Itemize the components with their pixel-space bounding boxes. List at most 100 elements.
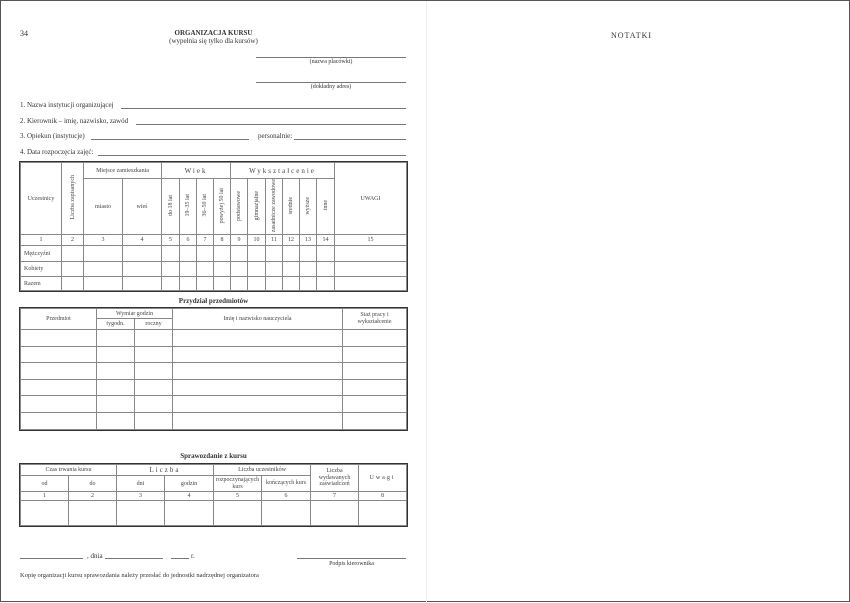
input-cell[interactable] (96, 362, 135, 380)
field-line[interactable] (91, 139, 249, 140)
input-cell[interactable] (265, 261, 284, 278)
input-cell[interactable] (172, 395, 344, 413)
input-cell[interactable] (83, 245, 123, 263)
input-cell[interactable] (342, 345, 408, 364)
input-cell[interactable] (282, 276, 301, 292)
input-cell[interactable] (61, 276, 84, 292)
adres-line[interactable] (256, 82, 406, 83)
input-cell[interactable] (20, 362, 97, 380)
input-cell[interactable] (116, 500, 165, 526)
input-cell[interactable] (96, 411, 135, 430)
field-line[interactable] (98, 155, 406, 156)
input-cell[interactable] (196, 261, 214, 278)
input-cell[interactable] (133, 345, 174, 364)
date-line[interactable] (105, 558, 163, 559)
input-cell[interactable] (299, 245, 318, 263)
input-cell[interactable] (96, 378, 135, 397)
input-cell[interactable] (299, 276, 318, 292)
input-cell[interactable] (247, 261, 267, 278)
input-cell[interactable] (96, 395, 135, 413)
place-line[interactable] (20, 558, 83, 559)
input-cell[interactable] (212, 276, 232, 292)
input-cell[interactable] (196, 245, 214, 263)
input-cell[interactable] (83, 276, 123, 292)
input-cell[interactable] (212, 245, 232, 263)
input-cell[interactable] (161, 261, 180, 278)
header-zaswiad: Liczba wydawanych zaświadczeń (310, 464, 360, 492)
input-cell[interactable] (316, 276, 336, 292)
input-cell[interactable] (265, 276, 284, 292)
input-cell[interactable] (342, 378, 408, 397)
input-cell[interactable] (96, 345, 135, 364)
input-cell[interactable] (20, 329, 97, 347)
placowka-line[interactable] (256, 57, 406, 58)
input-cell[interactable] (20, 345, 97, 364)
input-cell[interactable] (133, 362, 174, 380)
input-cell[interactable] (282, 245, 301, 263)
input-cell[interactable] (358, 500, 408, 526)
input-cell[interactable] (122, 276, 162, 292)
field-line[interactable] (294, 139, 406, 140)
input-cell[interactable] (342, 411, 408, 430)
input-cell[interactable] (122, 261, 162, 278)
row-label: Razem (20, 276, 62, 292)
input-cell[interactable] (179, 276, 197, 292)
input-cell[interactable] (265, 245, 284, 263)
input-cell[interactable] (20, 378, 97, 397)
input-cell[interactable] (179, 261, 197, 278)
przydzial-title: Przydział przedmiotów (178, 297, 249, 305)
input-cell[interactable] (83, 261, 123, 278)
input-cell[interactable] (172, 362, 344, 380)
signature-line[interactable] (297, 558, 406, 559)
input-cell[interactable] (96, 329, 135, 347)
input-cell[interactable] (247, 245, 267, 263)
input-cell[interactable] (212, 261, 232, 278)
input-cell[interactable] (282, 261, 301, 278)
input-cell[interactable] (179, 245, 197, 263)
input-cell[interactable] (230, 261, 249, 278)
input-cell[interactable] (342, 329, 408, 347)
input-cell[interactable] (20, 411, 97, 430)
input-cell[interactable] (334, 245, 408, 263)
field-line[interactable] (121, 108, 406, 109)
input-cell[interactable] (334, 261, 408, 278)
input-cell[interactable] (230, 245, 249, 263)
header-uczestnikow: Liczba uczestników (213, 464, 312, 476)
input-cell[interactable] (133, 395, 174, 413)
input-cell[interactable] (172, 345, 344, 364)
input-cell[interactable] (172, 411, 344, 430)
input-cell[interactable] (310, 500, 360, 526)
input-cell[interactable] (261, 500, 312, 526)
input-cell[interactable] (316, 245, 336, 263)
input-cell[interactable] (230, 276, 249, 292)
input-cell[interactable] (172, 329, 344, 347)
input-cell[interactable] (20, 395, 97, 413)
year-label: r. (191, 552, 195, 560)
input-cell[interactable] (247, 276, 267, 292)
input-cell[interactable] (68, 500, 117, 526)
input-cell[interactable] (133, 411, 174, 430)
input-cell[interactable] (163, 500, 215, 526)
input-cell[interactable] (161, 245, 180, 263)
input-cell[interactable] (213, 500, 263, 526)
header-uwagi: Uwagi (358, 464, 408, 492)
input-cell[interactable] (61, 245, 84, 263)
input-cell[interactable] (342, 362, 408, 380)
header-uczestnicy: Uczestnicy (20, 161, 62, 236)
input-cell[interactable] (172, 378, 344, 397)
field-line[interactable] (136, 124, 406, 125)
subjects-table: Przedmiot Wymiar godzin Imię i nazwisko … (18, 307, 409, 431)
input-cell[interactable] (61, 261, 84, 278)
input-cell[interactable] (122, 245, 162, 263)
input-cell[interactable] (196, 276, 214, 292)
input-cell[interactable] (133, 378, 174, 397)
input-cell[interactable] (20, 500, 69, 526)
input-cell[interactable] (316, 261, 336, 278)
input-cell[interactable] (342, 395, 408, 413)
input-cell[interactable] (334, 276, 408, 292)
year-line[interactable] (171, 558, 189, 559)
input-cell[interactable] (161, 276, 180, 292)
input-cell[interactable] (133, 329, 174, 347)
input-cell[interactable] (299, 261, 318, 278)
